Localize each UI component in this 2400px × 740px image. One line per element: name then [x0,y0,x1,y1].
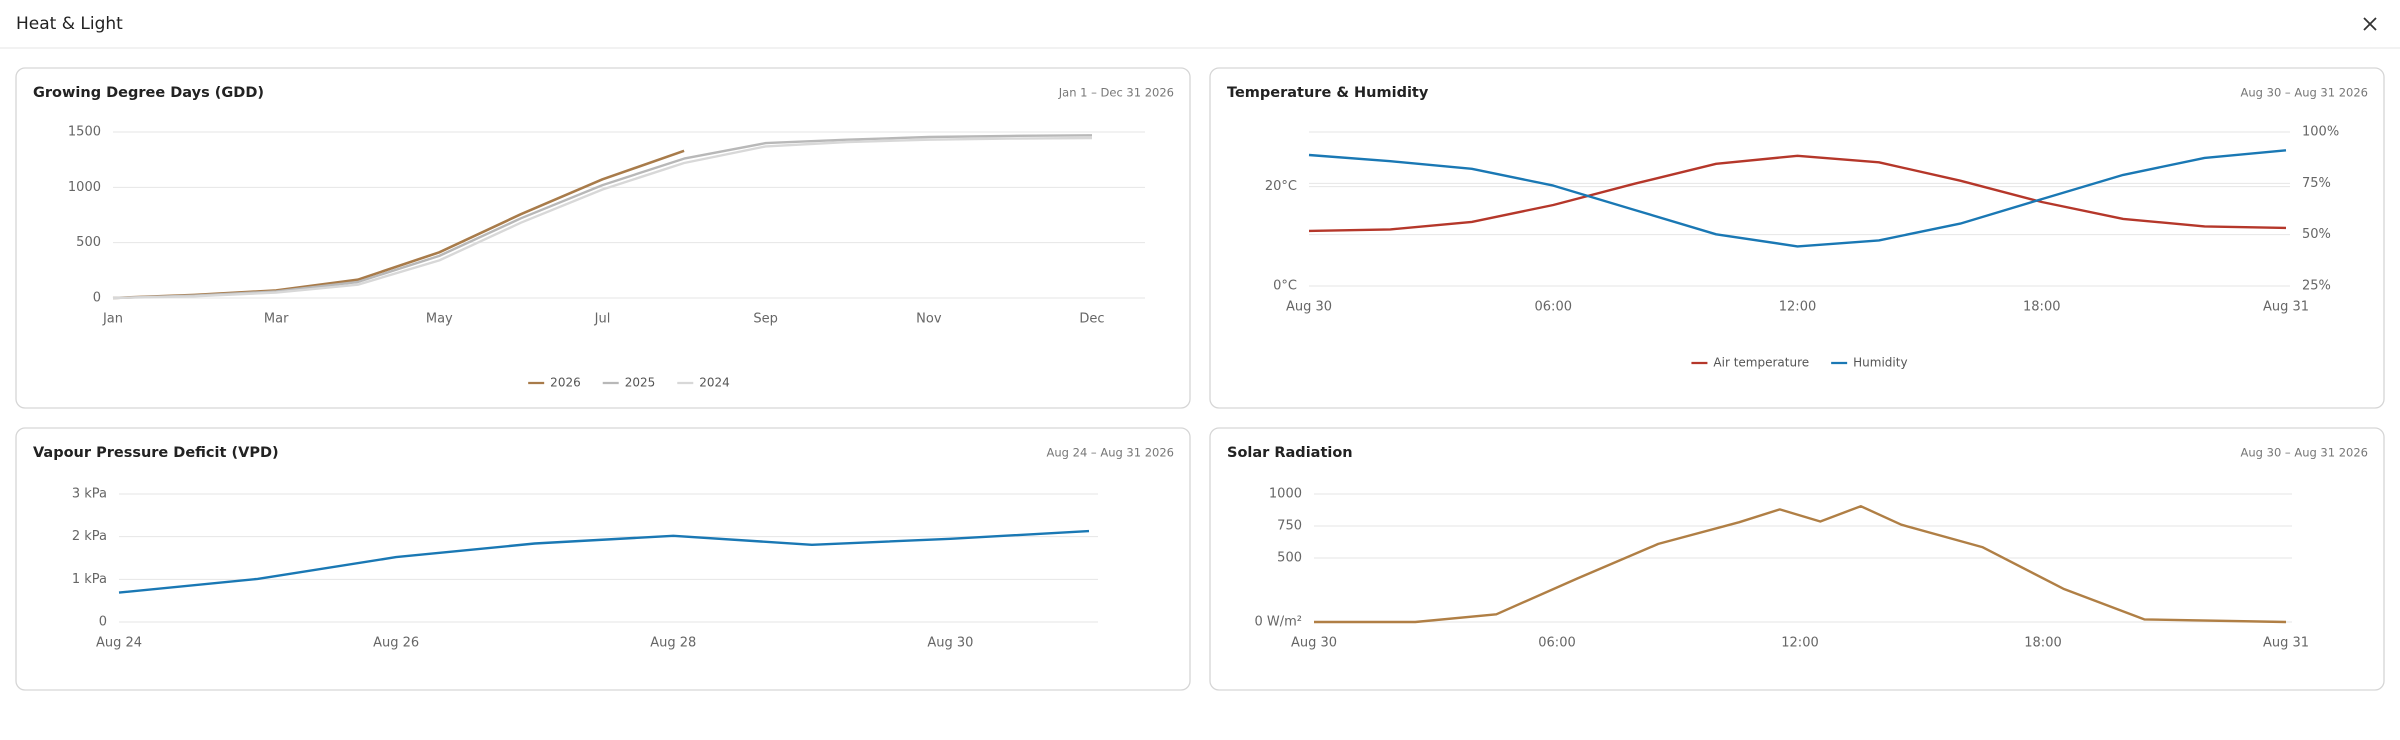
chart-title: Vapour Pressure Deficit (VPD) [33,445,279,461]
x-tick-label: 06:00 [1535,300,1572,315]
y-tick-label: 0 [99,615,107,630]
chart-subtitle: Jan 1 – Dec 31 2026 [1058,86,1174,100]
y-tick-label: 50% [2302,227,2331,242]
y-tick-label: 75% [2302,176,2331,191]
x-tick-label: Aug 30 [927,636,973,651]
x-tick-label: Aug 31 [2263,300,2309,315]
y-tick-label: 500 [76,235,101,250]
x-tick-label: Aug 26 [373,636,419,651]
data-line [112,136,1093,300]
y-tick-label: 1 kPa [72,572,107,587]
y-tick-label: 3 kPa [72,487,107,502]
x-tick-label: Aug 30 [1291,636,1337,651]
y-tick-label: 750 [1277,519,1302,534]
legend: Air temperature Humidity [1691,356,1908,370]
chart-subtitle: Aug 24 – Aug 31 2026 [1047,446,1174,460]
legend-label: Air temperature [1713,356,1809,370]
x-tick-label: May [426,312,453,327]
y-tick-label: 500 [1277,551,1302,566]
chart-title: Temperature & Humidity [1227,85,1429,101]
y-tick-label: 1500 [68,125,101,140]
x-tick-label: Dec [1079,312,1104,327]
chart-title: Growing Degree Days (GDD) [33,85,264,101]
close-icon[interactable] [2363,17,2377,31]
y-tick-label: 1000 [68,180,101,195]
data-line [1314,505,2287,624]
chart-panel [1209,67,2385,409]
legend-label: 2026 [550,376,581,390]
x-tick-label: Aug 24 [96,636,142,651]
y-tick-label: 0 [93,291,101,306]
legend-label: 2024 [699,376,730,390]
x-tick-label: Jan [102,312,123,327]
chart-panel [1209,427,2385,691]
x-tick-label: 12:00 [1781,636,1818,651]
x-tick-label: 18:00 [2024,636,2061,651]
y-tick-label: 0°C [1273,279,1297,294]
y-tick-label: 1000 [1269,487,1302,502]
dialog-title: Heat & Light [16,14,123,34]
legend-label: Humidity [1853,356,1907,370]
chart-subtitle: Aug 30 – Aug 31 2026 [2241,446,2368,460]
chart-panel [15,67,1191,409]
x-tick-label: 12:00 [1779,300,1816,315]
x-tick-label: Aug 30 [1286,300,1332,315]
y-tick-label: 0 W/m² [1254,615,1302,630]
x-tick-label: 06:00 [1538,636,1575,651]
x-tick-label: Nov [916,312,942,327]
y-tick-label: 25% [2302,279,2331,294]
y-tick-label: 100% [2302,125,2339,140]
data-line [118,529,1090,594]
chart-subtitle: Aug 30 – Aug 31 2026 [2241,86,2368,100]
legend: 2026 2025 2024 [528,376,730,390]
x-tick-label: Aug 31 [2263,636,2309,651]
x-tick-label: Jul [594,312,611,327]
x-tick-label: Aug 28 [650,636,696,651]
data-line [1308,154,2287,233]
x-tick-label: Mar [264,312,289,327]
x-tick-label: Sep [753,312,778,327]
close-button[interactable] [2363,17,2377,31]
legend-label: 2025 [625,376,656,390]
chart-title: Solar Radiation [1227,445,1353,461]
chart-panel [15,427,1191,691]
y-tick-label: 20°C [1265,179,1297,194]
y-tick-label: 2 kPa [72,529,107,544]
data-line [1308,149,2287,248]
x-tick-label: 18:00 [2023,300,2060,315]
